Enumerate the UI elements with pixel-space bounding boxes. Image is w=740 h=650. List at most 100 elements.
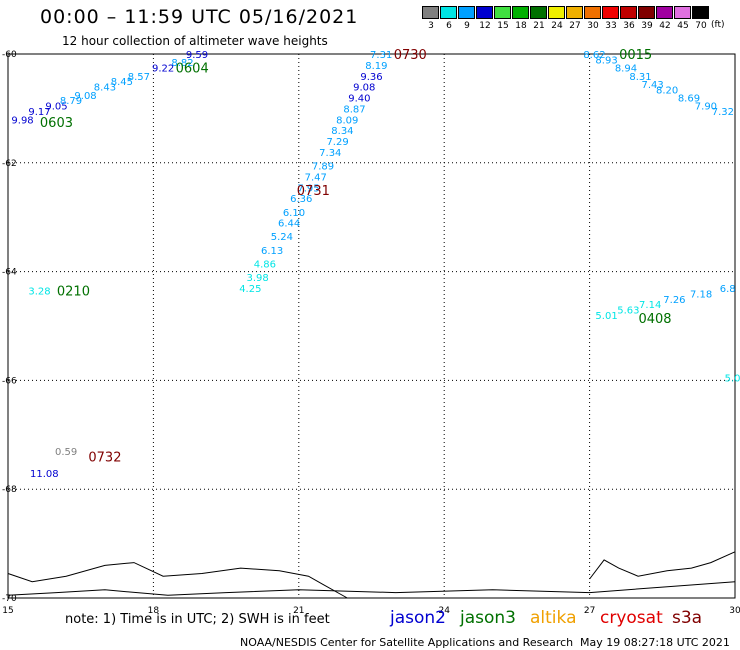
wave-height-value: 8.45 <box>111 77 133 88</box>
color-swatch <box>638 6 655 19</box>
legend-item-s3a: s3a <box>672 608 703 628</box>
wave-height-value: 8.34 <box>331 126 353 137</box>
color-swatch-label: 45 <box>677 21 689 31</box>
pass-time-label: 0015 <box>619 48 652 63</box>
wave-height-value: 8.87 <box>343 104 365 115</box>
wave-height-value: 9.17 <box>28 107 50 118</box>
color-swatch-label: 30 <box>587 21 599 31</box>
wave-height-value: 7.43 <box>641 80 663 91</box>
legend-item-altika: altika <box>530 608 577 628</box>
color-scale-unit: (ft) <box>711 20 725 30</box>
plot-frame <box>7 53 736 599</box>
x-tick-label: 27 <box>584 606 595 616</box>
wave-height-value: 7.26 <box>663 295 685 306</box>
color-swatch-label: 18 <box>515 21 527 31</box>
y-tick-label: -68 <box>2 485 17 495</box>
coastline <box>7 562 348 599</box>
wave-height-value: 9.05 <box>45 102 67 113</box>
wave-height-value: 9.08 <box>74 91 96 102</box>
pass-time-label: 0604 <box>176 62 209 77</box>
color-swatch <box>530 6 547 19</box>
color-swatch <box>458 6 475 19</box>
wave-height-value: 3.28 <box>28 287 50 298</box>
wave-height-value: 3.98 <box>246 273 268 284</box>
wave-height-value: 5.24 <box>271 232 293 243</box>
wave-height-value: 9.59 <box>186 50 208 61</box>
wave-height-value: 0.59 <box>55 447 77 458</box>
y-tick-label: -66 <box>2 376 17 386</box>
color-swatch <box>674 6 691 19</box>
chart-title: 00:00 – 11:59 UTC 05/16/2021 <box>40 6 359 28</box>
wave-height-value: 4.25 <box>239 284 261 295</box>
wave-height-value: 8.93 <box>595 55 617 66</box>
wave-height-value: 6.44 <box>278 219 300 230</box>
y-tick-label: -60 <box>2 50 17 60</box>
wave-height-value: 7.18 <box>690 289 712 300</box>
color-swatch-label: 70 <box>695 21 707 31</box>
wave-height-value: 6.13 <box>261 246 283 257</box>
color-swatch <box>602 6 619 19</box>
pass-time-label: 0730 <box>394 48 427 63</box>
wave-height-value: 8.62 <box>583 50 605 61</box>
x-tick-label: 18 <box>148 606 160 616</box>
credit-text: NOAA/NESDIS Center for Satellite Applica… <box>240 636 574 649</box>
wave-height-value: 5.63 <box>617 306 639 317</box>
wave-height-value: 9.98 <box>11 115 33 126</box>
footer-note: note: 1) Time is in UTC; 2) SWH is in fe… <box>65 612 330 627</box>
color-swatch-label: 6 <box>446 21 452 31</box>
y-tick-label: -64 <box>2 268 17 278</box>
pass-time-label: 0210 <box>57 285 90 300</box>
color-swatch-label: 36 <box>623 21 635 31</box>
wave-height-value: 8.94 <box>615 64 637 75</box>
wave-height-value: 5.0 <box>725 374 740 385</box>
legend-item-jason2: jason2 <box>390 608 446 628</box>
color-swatch-label: 39 <box>641 21 653 31</box>
x-tick-label: 24 <box>438 606 450 616</box>
x-tick-label: 21 <box>293 606 304 616</box>
wave-height-value: 7.95 <box>297 183 319 194</box>
color-swatch-label: 15 <box>497 21 509 31</box>
color-swatch-label: 21 <box>533 21 545 31</box>
wave-height-value: 7.90 <box>695 102 717 113</box>
legend-item-jason3: jason3 <box>460 608 516 628</box>
wave-height-value: 9.40 <box>348 94 370 105</box>
y-tick-label: -70 <box>2 594 17 604</box>
wave-height-value: 8.69 <box>678 94 700 105</box>
wave-height-value: 7.89 <box>312 162 334 173</box>
color-swatch <box>476 6 493 19</box>
color-swatch <box>512 6 529 19</box>
wave-height-value: 6.36 <box>290 194 312 205</box>
wave-height-value: 11.08 <box>30 469 59 480</box>
x-tick-label: 15 <box>2 606 13 616</box>
color-swatch <box>494 6 511 19</box>
color-swatch <box>620 6 637 19</box>
color-swatch-label: 9 <box>464 21 470 31</box>
color-swatch <box>422 6 439 19</box>
wave-height-value: 6.10 <box>283 208 305 219</box>
wave-height-value: 6.8 <box>720 284 736 295</box>
color-swatch <box>692 6 709 19</box>
color-swatch <box>566 6 583 19</box>
color-swatch <box>656 6 673 19</box>
wave-height-value: 8.79 <box>60 96 82 107</box>
wave-height-value: 9.08 <box>353 83 375 94</box>
wave-height-value: 9.36 <box>360 72 382 83</box>
pass-time-label: 0732 <box>88 451 121 466</box>
wave-height-value: 7.14 <box>639 300 661 311</box>
color-swatch-label: 12 <box>479 21 491 31</box>
wave-height-value: 7.32 <box>712 107 734 118</box>
x-tick-label: 30 <box>729 606 740 616</box>
wave-height-value: 8.57 <box>128 72 150 83</box>
wave-height-value: 4.86 <box>254 259 276 270</box>
wave-height-value: 8.82 <box>171 58 193 69</box>
pass-time-label: 0603 <box>40 116 73 131</box>
generated-timestamp: May 19 08:27:18 UTC 2021 <box>580 636 730 649</box>
color-swatch-label: 33 <box>605 21 617 31</box>
coastline <box>589 551 736 580</box>
wave-height-value: 8.19 <box>365 61 387 72</box>
wave-height-value: 7.31 <box>370 50 392 61</box>
wave-height-value: 7.47 <box>305 172 327 183</box>
color-swatch-label: 24 <box>551 21 563 31</box>
wave-height-value: 9.22 <box>152 64 174 75</box>
pass-time-label: 0408 <box>638 312 671 327</box>
